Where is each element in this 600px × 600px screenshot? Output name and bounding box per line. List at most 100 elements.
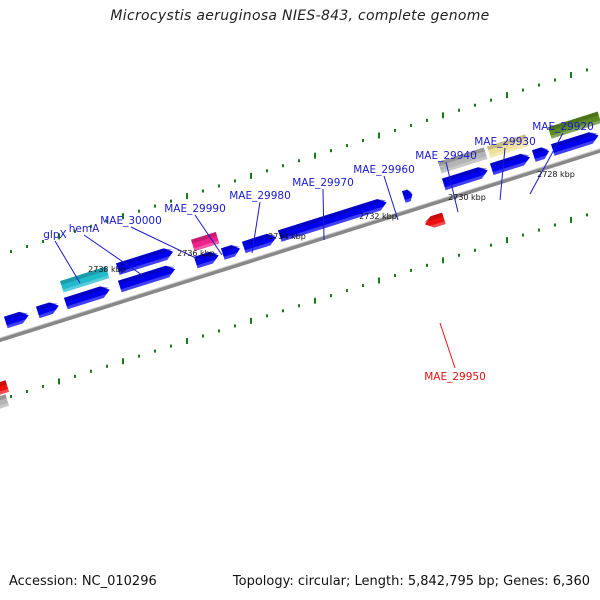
- label-leader: [54, 240, 81, 284]
- gene-block-inner-2-gloss: [66, 292, 111, 310]
- gene-label: MAE_29950: [424, 371, 486, 383]
- gene-block-inner-1: [36, 302, 60, 319]
- gene-block-inner-6-shade: [242, 233, 276, 246]
- gene-block-inner-11-shade: [532, 147, 549, 155]
- gene-block-inner-9-body: [442, 167, 488, 191]
- gene-block-reverse-0: [424, 212, 446, 228]
- gene-block-outer-1-gloss: [118, 254, 175, 275]
- gene-block-inner-9-gloss: [444, 173, 489, 191]
- backbone-highlight: [0, 148, 600, 339]
- gene-block-outer-5-shade: [548, 111, 599, 132]
- gene-block-inner-4: [194, 252, 220, 269]
- label-leader: [130, 226, 201, 261]
- gene-block-inner-5: [221, 245, 241, 260]
- gene-block-outer-1: [116, 248, 175, 275]
- gene-label: MAE_29970: [292, 177, 354, 189]
- gene-block-inner-10-shade: [490, 153, 530, 168]
- gene-block-inner-12-shade: [551, 132, 598, 149]
- label-leader: [445, 161, 459, 213]
- gene-block-reverse-2-shade: [0, 394, 7, 402]
- gene-block-inner-9-shade: [442, 167, 488, 183]
- gene-block-inner-2-shade: [64, 286, 110, 302]
- gene-label: MAE_29980: [229, 190, 291, 202]
- gene-block-inner-3-body: [118, 265, 176, 293]
- gene-block-inner-12-body: [551, 132, 599, 156]
- gene-block-inner-5-shade: [221, 245, 240, 253]
- gene-block-inner-0-gloss: [6, 318, 30, 329]
- gene-block-outer-5-gloss: [550, 120, 600, 139]
- backbone-line: [0, 148, 600, 343]
- gene-block-reverse-2-gloss: [0, 402, 10, 410]
- gene-label: MAE_29940: [415, 150, 477, 162]
- gene-block-outer-1-shade: [116, 248, 173, 268]
- gene-block-outer-1-body: [116, 248, 174, 275]
- gene-block-inner-10-body: [490, 153, 530, 175]
- gene-block-inner-6-body: [242, 233, 277, 254]
- gene-block-outer-3-shade: [438, 147, 485, 166]
- gene-label: MAE_30000: [100, 215, 162, 227]
- gene-label: MAE_29990: [164, 203, 226, 215]
- tick-marks: [10, 68, 588, 399]
- gene-block-outer-4-gloss: [489, 143, 529, 158]
- gene-block-inner-7-shade: [278, 199, 387, 235]
- label-leader: [194, 214, 223, 256]
- gene-block-outer-4: [487, 134, 529, 158]
- gene-block-inner-0: [4, 311, 30, 329]
- gene-label: glpX: [43, 229, 66, 241]
- gene-label: MAE_29960: [353, 164, 415, 176]
- gene-block-inner-2: [64, 286, 111, 310]
- gene-label: MAE_29930: [474, 136, 536, 148]
- genome-summary-text: Topology: circular; Length: 5,842,795 bp…: [232, 574, 590, 589]
- label-leaders: [54, 132, 564, 369]
- gene-block-inner-4-shade: [194, 252, 219, 261]
- labels: 2738 kbp 2736 kbp 2734 kbp 2732 kbp 2730 kbp…: [43, 121, 593, 383]
- gene-block-inner-8-gloss: [404, 197, 414, 203]
- label-leader: [439, 322, 456, 369]
- gene-block-inner-1-shade: [36, 302, 59, 311]
- gene-block-inner-10-gloss: [492, 160, 531, 175]
- scale-label: 2728 kbp: [537, 170, 575, 179]
- gene-block-inner-11: [532, 147, 550, 162]
- gene-block-reverse-1-shade: [0, 380, 7, 388]
- gene-block-reverse-2: [0, 394, 10, 410]
- scale-label: 2738 kbp: [88, 265, 126, 274]
- backbone: [0, 148, 600, 343]
- gene-block-inner-5-gloss: [223, 251, 241, 260]
- scale-label: 2736 kbp: [177, 249, 215, 258]
- gene-block-inner-1-gloss: [38, 308, 60, 319]
- features: [0, 111, 600, 410]
- gene-block-outer-5: [548, 111, 600, 139]
- scale-label: 2734 kbp: [268, 232, 306, 241]
- label-leader: [499, 147, 506, 201]
- gene-block-inner-12-gloss: [553, 138, 600, 156]
- gene-block-inner-7-gloss: [280, 205, 388, 242]
- label-leader: [322, 188, 325, 241]
- gene-block-outer-0-shade: [60, 266, 107, 285]
- gene-label: hemA: [69, 223, 100, 235]
- gene-block-outer-4-shade: [487, 134, 527, 151]
- gene-block-inner-0-shade: [4, 311, 29, 321]
- gene-block-inner-10: [490, 153, 531, 175]
- gene-block-inner-12: [551, 132, 600, 156]
- gene-block-inner-2-body: [64, 286, 110, 310]
- gene-block-inner-8-shade: [402, 189, 412, 196]
- gene-block-inner-3-shade: [118, 265, 175, 285]
- gene-block-inner-7-body: [278, 199, 387, 242]
- map-title: Microcystis aeruginosa NIES-843, complet…: [110, 8, 490, 24]
- gene-block-outer-0-gloss: [62, 275, 110, 293]
- gene-block-inner-11-gloss: [534, 154, 550, 162]
- gene-block-reverse-0-shade: [424, 212, 444, 223]
- gene-block-reverse-0-gloss: [425, 221, 446, 228]
- gene-block-reverse-1: [0, 380, 10, 396]
- scale-label: 2732 kbp: [359, 212, 397, 221]
- gene-block-inner-9: [442, 167, 489, 191]
- gene-block-outer-3-gloss: [440, 156, 488, 174]
- gene-block-outer-2: [191, 231, 220, 252]
- gene-block-inner-8: [402, 189, 414, 203]
- gene-label: MAE_29920: [532, 121, 594, 133]
- gene-block-inner-4-gloss: [196, 258, 220, 269]
- gene-block-outer-2-shade: [191, 231, 217, 244]
- scale-label: 2730 kbp: [448, 193, 486, 202]
- label-leader: [251, 201, 261, 254]
